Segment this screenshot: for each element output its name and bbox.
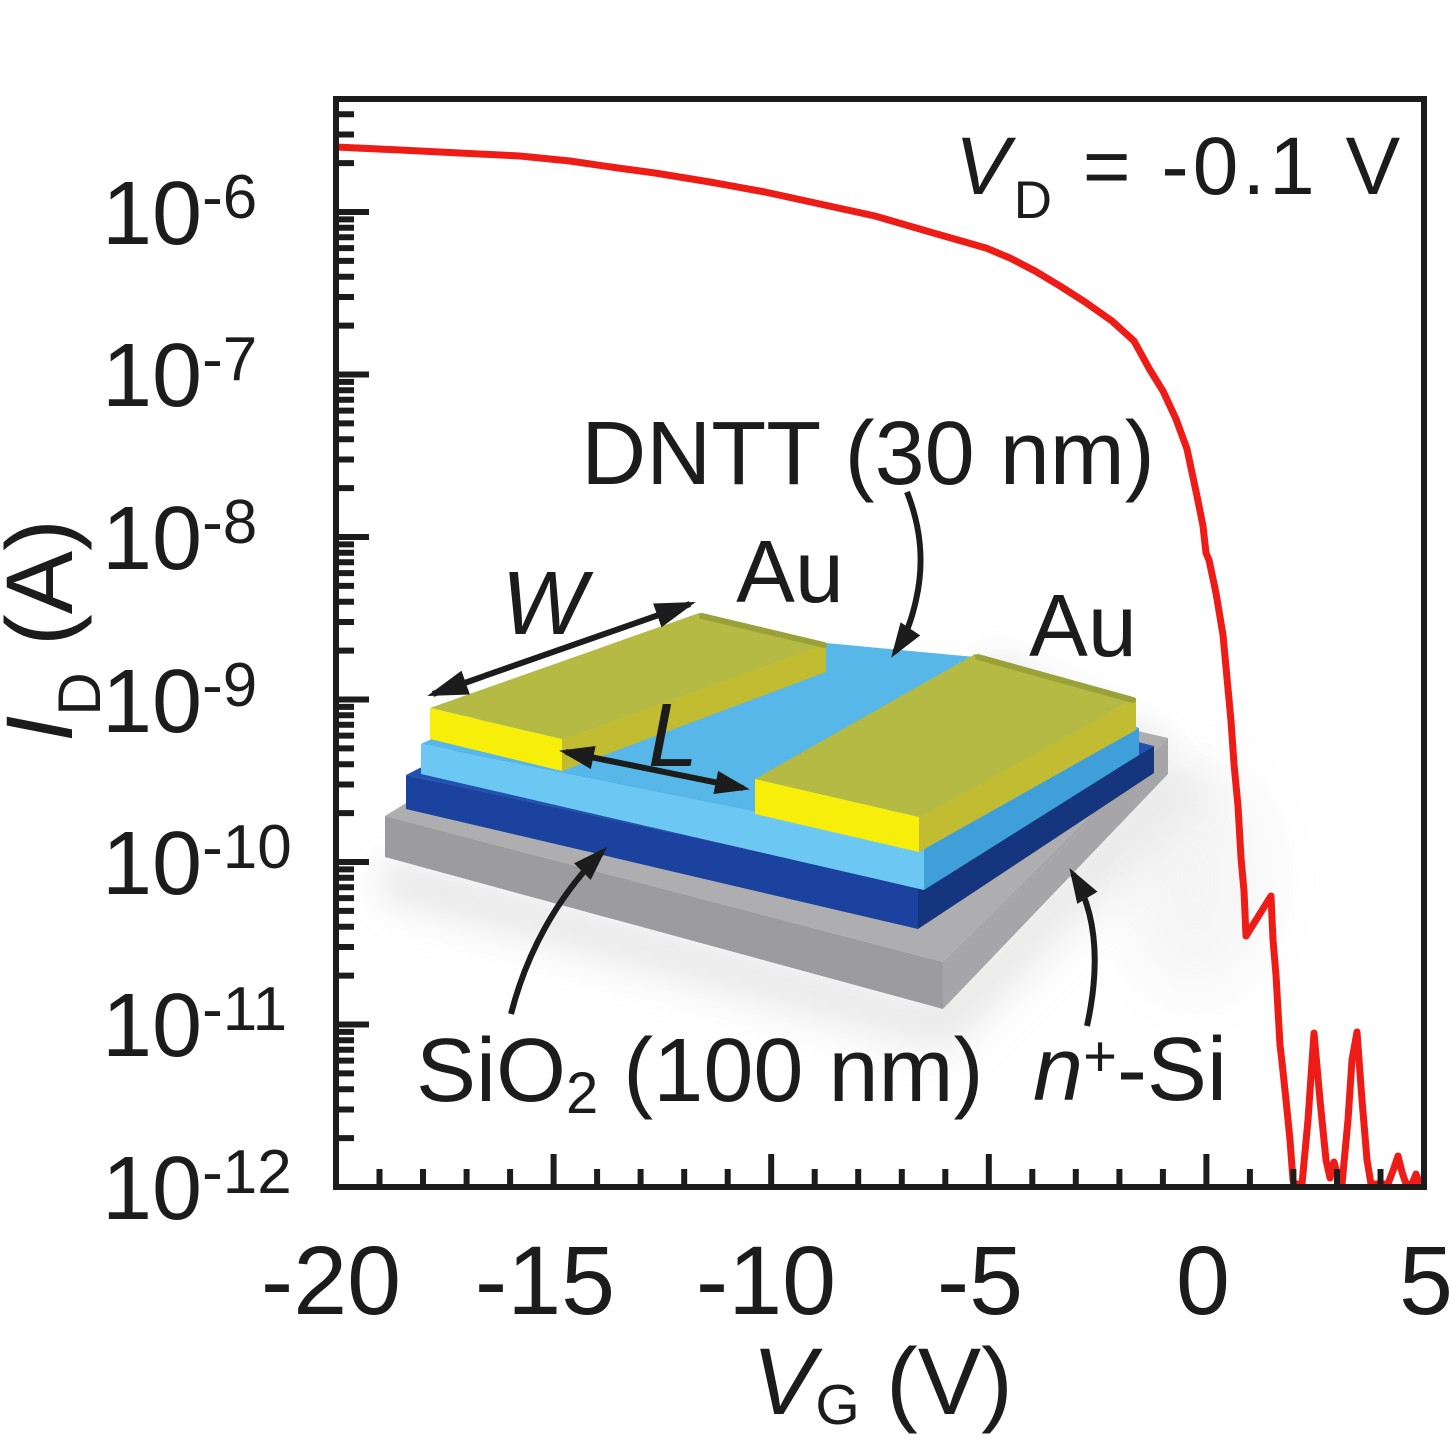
svg-text:n+-Si: n+-Si [1033, 1020, 1227, 1120]
svg-text:ID (A): ID (A) [0, 519, 113, 742]
svg-text:DNTT (30 nm): DNTT (30 nm) [581, 404, 1154, 504]
svg-text:Au: Au [1029, 576, 1137, 675]
svg-text:L: L [648, 686, 698, 786]
svg-text:0: 0 [1176, 1226, 1230, 1335]
svg-text:-15: -15 [475, 1226, 615, 1335]
svg-text:VG (V): VG (V) [752, 1329, 1013, 1437]
svg-text:-10: -10 [696, 1226, 836, 1335]
svg-text:-5: -5 [937, 1226, 1023, 1335]
svg-text:Au: Au [736, 522, 844, 621]
svg-text:W: W [502, 554, 595, 654]
svg-text:-20: -20 [261, 1226, 401, 1335]
svg-text:5: 5 [1399, 1226, 1452, 1335]
svg-text:SiO2 (100 nm): SiO2 (100 nm) [416, 1021, 983, 1126]
svg-text:VD = -0.1 V: VD = -0.1 V [955, 121, 1404, 230]
